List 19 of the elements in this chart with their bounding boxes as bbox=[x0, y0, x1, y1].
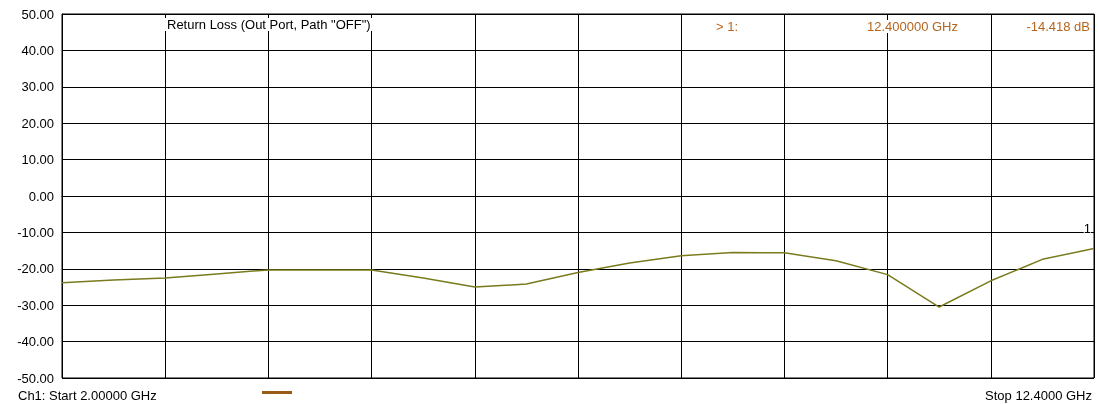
text: Ch1: Start 2.00000 GHz bbox=[18, 388, 157, 403]
y-tick-label: -30.00 bbox=[17, 297, 54, 313]
y-tick-label: 50.00 bbox=[21, 6, 54, 22]
annotation: 1 bbox=[1083, 221, 1091, 236]
y-tick-label: 30.00 bbox=[21, 79, 54, 95]
y-tick-label: 0.00 bbox=[28, 188, 54, 204]
y-tick-label: 20.00 bbox=[21, 115, 54, 131]
y-tick-label: -20.00 bbox=[17, 261, 54, 277]
y-tick-label: -40.00 bbox=[17, 334, 54, 350]
annotation: > 1: bbox=[715, 19, 738, 34]
text: Stop 12.4000 GHz bbox=[985, 388, 1093, 403]
y-tick-label: -10.00 bbox=[17, 224, 54, 240]
annotation: -14.418 dB bbox=[1026, 19, 1091, 34]
annotation: 12.400000 GHz bbox=[866, 19, 959, 34]
line-series bbox=[61, 247, 1095, 308]
chart-title: Return Loss (Out Port, Path "OFF") bbox=[167, 17, 371, 32]
y-tick-label: -50.00 bbox=[17, 370, 54, 386]
y-tick-label: 10.00 bbox=[21, 152, 54, 168]
y-tick-label: 40.00 bbox=[21, 42, 54, 58]
